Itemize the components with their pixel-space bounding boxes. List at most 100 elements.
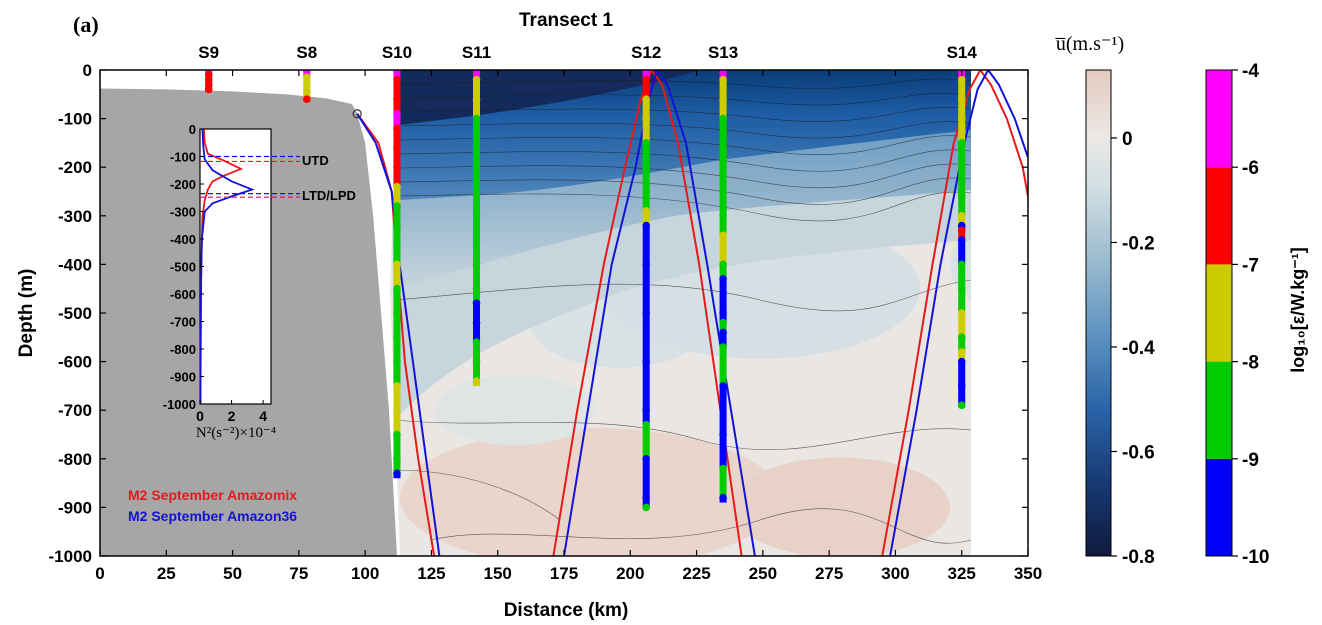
eps-point xyxy=(472,114,481,123)
y-tick-label: -1000 xyxy=(49,547,92,566)
eps-segment xyxy=(958,351,966,362)
eps-point xyxy=(957,382,966,390)
dissipation-colorbar-tick-label: -6 xyxy=(1242,158,1259,179)
eps-segment xyxy=(719,332,727,348)
station-profile-s10 xyxy=(393,70,401,479)
eps-point xyxy=(957,260,966,269)
x-tick-label: 25 xyxy=(157,564,176,583)
eps-point xyxy=(472,357,481,366)
eps-point xyxy=(393,124,401,133)
field-contour xyxy=(399,92,971,106)
eps-segment xyxy=(393,410,401,435)
eps-point xyxy=(957,226,966,235)
eps-point xyxy=(393,221,401,230)
eps-point xyxy=(957,357,966,366)
eps-segment xyxy=(958,313,966,338)
dissipation-colorbar-bin xyxy=(1206,361,1232,459)
dissipation-colorbar-bin xyxy=(1206,458,1232,556)
eps-segment xyxy=(393,385,401,411)
station-label-s12: S12 xyxy=(631,43,661,62)
x-tick-label: 50 xyxy=(223,564,242,583)
panel-label: (a) xyxy=(73,12,99,37)
eps-point xyxy=(393,382,401,390)
x-axis-label: Distance (km) xyxy=(504,600,629,621)
field-contour xyxy=(399,191,971,222)
eps-segment xyxy=(473,70,481,80)
eps-segment xyxy=(473,303,481,323)
velocity-colorbar: 0 -0.2 -0.4 -0.6 -0.8 u̅(m.s⁻¹) xyxy=(1054,33,1155,568)
y-tick-label: -200 xyxy=(58,158,92,177)
field-patch xyxy=(435,375,595,446)
eps-segment xyxy=(393,128,401,148)
y-tick-label: -500 xyxy=(58,304,92,323)
eps-point xyxy=(719,318,727,327)
eps-segment xyxy=(393,167,401,187)
eps-segment xyxy=(393,113,401,129)
y-tick-label: -800 xyxy=(58,450,92,469)
x-tick-label: 275 xyxy=(815,564,843,583)
eps-point xyxy=(472,299,481,308)
eps-segment xyxy=(719,278,727,313)
eps-point xyxy=(719,231,727,240)
eps-point xyxy=(719,95,727,103)
eps-segment xyxy=(473,118,481,143)
eps-segment xyxy=(393,434,401,459)
inset-x-tick-label: 4 xyxy=(259,408,267,424)
inset-y-tick-label: -300 xyxy=(170,205,196,220)
eps-segment xyxy=(719,79,727,100)
eps-segment xyxy=(393,337,401,362)
eps-point xyxy=(393,70,401,74)
eps-point xyxy=(472,377,481,385)
field-contour xyxy=(394,469,561,521)
eps-segment xyxy=(393,147,401,168)
eps-segment xyxy=(393,244,401,265)
station-profile-s9 xyxy=(204,70,213,94)
eps-point xyxy=(303,80,311,89)
eps-segment xyxy=(473,361,481,382)
eps-segment xyxy=(642,191,650,211)
eps-segment xyxy=(473,215,481,241)
eps-point xyxy=(393,202,401,210)
eps-segment xyxy=(642,264,650,313)
eps-segment xyxy=(642,225,650,265)
eps-point xyxy=(303,95,311,103)
eps-point xyxy=(719,260,727,269)
eps-segment xyxy=(958,196,966,216)
ray-path-amazomix-2 xyxy=(552,70,743,556)
eps-point xyxy=(393,455,401,463)
eps-segment xyxy=(719,264,727,279)
eps-point xyxy=(472,318,481,327)
eps-point xyxy=(393,143,401,152)
station-profile-s13 xyxy=(719,70,727,503)
x-tick-label: 125 xyxy=(417,564,445,583)
eps-point xyxy=(719,114,727,123)
eps-point xyxy=(642,503,650,512)
eps-segment xyxy=(719,347,727,386)
inset-frame xyxy=(199,128,272,405)
station-profile-s14 xyxy=(957,70,966,410)
eps-point xyxy=(642,95,650,103)
ray-path-amazomix-3 xyxy=(881,70,1028,556)
eps-point xyxy=(393,95,401,103)
dissipation-colorbar-tick-label: -10 xyxy=(1242,547,1269,568)
dissipation-colorbar-bin xyxy=(1206,70,1232,168)
eps-point xyxy=(957,95,966,103)
legend-item-amazon36: M2 September Amazon36 xyxy=(128,508,297,524)
dissipation-colorbar-tick-label: -9 xyxy=(1242,450,1259,471)
eps-segment xyxy=(642,210,650,226)
eps-segment xyxy=(958,337,966,352)
eps-point xyxy=(957,284,966,293)
x-tick-label: 150 xyxy=(484,564,512,583)
eps-point xyxy=(957,333,966,342)
eps-segment xyxy=(393,264,401,289)
velocity-colorbar-tick-label: -0.8 xyxy=(1122,547,1155,568)
dissipation-colorbar-tick-label: -7 xyxy=(1242,255,1259,276)
eps-point xyxy=(393,75,401,84)
station-profile-s8 xyxy=(303,70,311,103)
eps-segment xyxy=(958,230,966,241)
y-tick-label: -900 xyxy=(58,498,92,517)
eps-point xyxy=(393,333,401,342)
eps-segment xyxy=(719,468,727,498)
eps-point xyxy=(642,114,650,123)
station-label-s9: S9 xyxy=(198,43,219,62)
